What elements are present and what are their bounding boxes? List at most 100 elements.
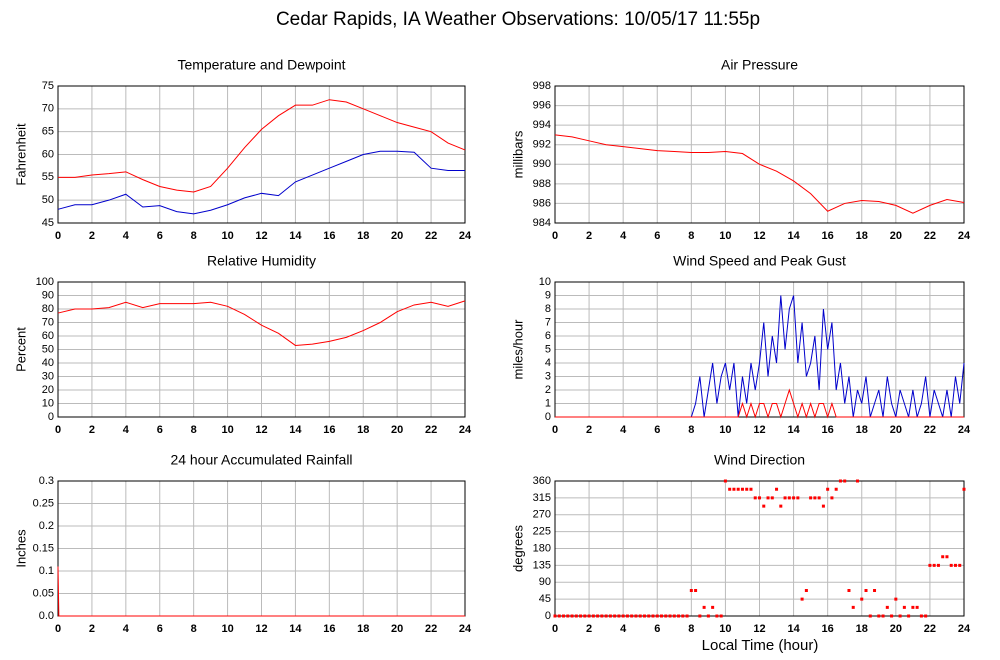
data-point [600, 614, 604, 618]
y-tick-label: 60 [42, 148, 54, 160]
data-point [834, 487, 838, 491]
x-tick-label: 18 [856, 623, 868, 635]
data-point [821, 504, 825, 508]
x-tick-label: 10 [719, 230, 731, 242]
x-tick-label: 6 [157, 623, 163, 635]
data-point [838, 479, 842, 483]
figure-title: Cedar Rapids, IA Weather Observations: 1… [276, 9, 760, 30]
data-point [617, 614, 621, 618]
data-point [792, 496, 796, 500]
y-tick-label: 45 [42, 217, 54, 229]
x-tick-label: 2 [586, 424, 592, 436]
x-tick-label: 6 [157, 424, 163, 436]
x-tick-label: 14 [787, 230, 800, 242]
data-point [583, 614, 587, 618]
y-tick-label: 0.2 [39, 520, 54, 532]
x-tick-label: 10 [719, 623, 731, 635]
x-tick-label: 0 [552, 230, 558, 242]
data-point [728, 487, 732, 491]
y-tick-label: 70 [42, 103, 54, 115]
x-axis-label: Local Time (hour) [702, 637, 819, 654]
data-point [762, 504, 766, 508]
plot-frame [554, 85, 965, 224]
data-line [58, 99, 466, 193]
x-tick-label: 12 [255, 230, 267, 242]
y-tick-label: 0.25 [33, 497, 54, 509]
y-axis-label: Percent [13, 327, 28, 372]
data-point [758, 496, 761, 500]
x-tick-label: 10 [719, 424, 731, 436]
data-point [770, 496, 774, 500]
data-point [907, 614, 911, 618]
y-tick-label: 0.0 [39, 610, 54, 622]
x-tick-label: 8 [191, 230, 197, 242]
y-tick-label: 0.05 [33, 587, 54, 599]
y-tick-label: 5 [545, 343, 551, 355]
y-axis-label: Inches [13, 529, 28, 568]
x-tick-label: 8 [688, 623, 694, 635]
data-point [647, 614, 651, 618]
x-tick-label: 14 [787, 424, 800, 436]
x-tick-label: 8 [191, 424, 197, 436]
x-tick-label: 8 [688, 424, 694, 436]
data-point [553, 614, 557, 618]
data-point [902, 605, 906, 609]
x-tick-label: 24 [958, 230, 971, 242]
data-point [911, 605, 915, 609]
x-tick-label: 18 [357, 424, 369, 436]
y-tick-label: 360 [533, 475, 551, 487]
data-point [800, 597, 804, 601]
x-tick-label: 4 [123, 424, 130, 436]
y-tick-label: 55 [42, 171, 54, 183]
data-point [587, 614, 591, 618]
data-point [953, 563, 957, 567]
x-tick-label: 16 [822, 623, 834, 635]
data-point [881, 614, 885, 618]
y-tick-label: 75 [42, 80, 54, 92]
y-tick-label: 992 [533, 139, 551, 151]
x-tick-label: 2 [586, 230, 592, 242]
x-tick-label: 14 [289, 424, 302, 436]
x-tick-label: 24 [958, 623, 971, 635]
x-tick-label: 18 [357, 230, 369, 242]
x-tick-label: 22 [924, 623, 936, 635]
x-tick-label: 0 [55, 623, 61, 635]
data-point [574, 614, 578, 618]
data-point [621, 614, 625, 618]
x-tick-label: 0 [552, 424, 558, 436]
data-point [579, 614, 583, 618]
data-point [804, 589, 808, 592]
y-axis-label: Fahrenheit [13, 123, 28, 186]
y-tick-label: 80 [42, 303, 54, 315]
x-tick-label: 8 [688, 230, 694, 242]
y-tick-label: 180 [533, 542, 551, 554]
plot-frame [57, 281, 466, 418]
x-tick-label: 22 [924, 424, 936, 436]
data-point [570, 614, 574, 618]
data-point [664, 614, 668, 618]
data-point [928, 563, 932, 567]
x-tick-label: 12 [753, 424, 765, 436]
y-tick-label: 60 [42, 330, 54, 342]
x-tick-label: 24 [459, 424, 472, 436]
data-point [851, 605, 855, 609]
data-point [809, 496, 813, 500]
data-point [715, 614, 719, 618]
x-tick-label: 20 [391, 424, 403, 436]
x-tick-label: 16 [323, 623, 335, 635]
x-tick-label: 16 [822, 424, 834, 436]
x-tick-label: 20 [391, 623, 403, 635]
data-point [941, 555, 945, 559]
y-tick-label: 90 [42, 289, 54, 301]
y-tick-label: 0 [545, 411, 551, 423]
y-axis-label: degrees [510, 525, 525, 572]
x-tick-label: 6 [654, 623, 660, 635]
data-point [613, 614, 617, 618]
data-point [958, 563, 962, 567]
x-tick-label: 16 [323, 424, 335, 436]
y-tick-label: 8 [545, 303, 551, 315]
data-point [723, 479, 727, 483]
y-tick-label: 225 [533, 526, 551, 538]
